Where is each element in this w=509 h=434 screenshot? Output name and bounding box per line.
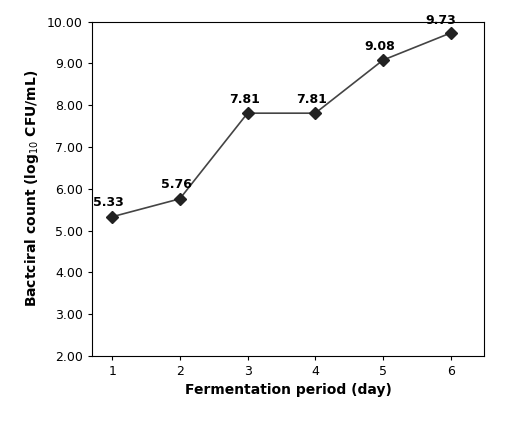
Text: 9.73: 9.73	[425, 14, 455, 27]
Text: 5.33: 5.33	[93, 196, 124, 209]
Text: 7.81: 7.81	[296, 93, 327, 105]
X-axis label: Fermentation period (day): Fermentation period (day)	[184, 384, 391, 398]
Text: 9.08: 9.08	[363, 39, 394, 53]
Text: 7.81: 7.81	[228, 93, 259, 105]
Y-axis label: Bactciral count (log$_{10}$ CFU/mL): Bactciral count (log$_{10}$ CFU/mL)	[23, 70, 41, 307]
Text: 5.76: 5.76	[161, 178, 191, 191]
